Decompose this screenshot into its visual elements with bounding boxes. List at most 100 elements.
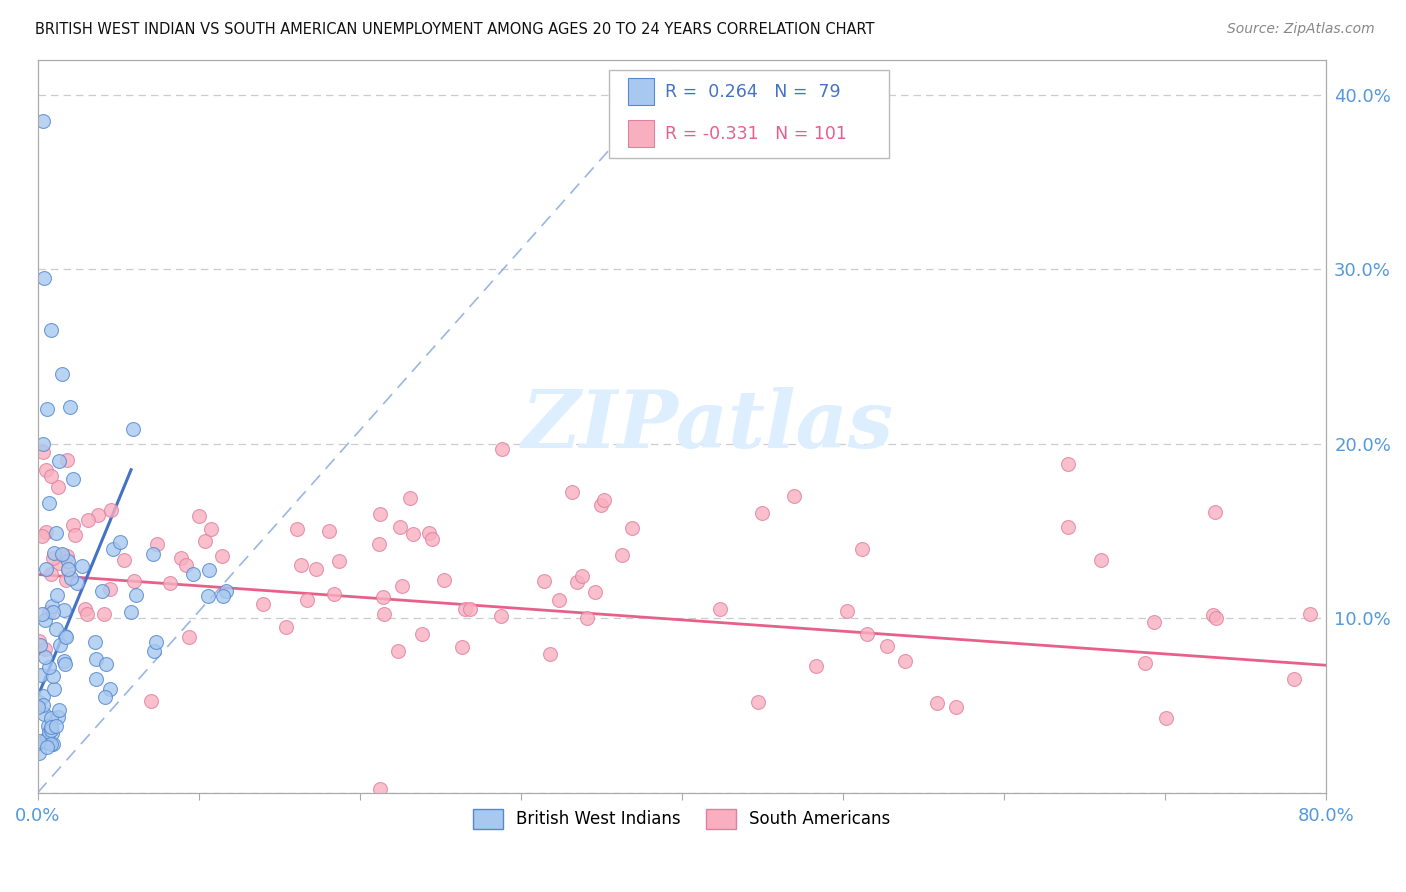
Point: [55, 549, 77, 564]
Point: [56, 453, 79, 467]
Point: [46, 480, 69, 494]
Point: [368, 782, 391, 797]
Point: [53, 629, 76, 643]
Point: [65, 528, 87, 542]
Point: [806, 659, 828, 673]
Point: [84, 652, 107, 666]
Point: [709, 602, 731, 616]
Legend: British West Indians, South Americans: British West Indians, South Americans: [467, 802, 897, 836]
Point: [411, 627, 433, 641]
Point: [170, 551, 193, 566]
Point: [83, 634, 105, 648]
Point: [1056, 457, 1078, 471]
Point: [45, 622, 67, 636]
Point: [39, 723, 62, 737]
Point: [59, 400, 82, 414]
Point: [450, 640, 472, 655]
Point: [143, 644, 166, 658]
Point: [491, 442, 513, 456]
Point: [402, 526, 425, 541]
Point: [76, 607, 98, 622]
Point: [318, 524, 340, 538]
Point: [593, 492, 616, 507]
Point: [1142, 615, 1164, 629]
Point: [927, 697, 949, 711]
Point: [31, 445, 53, 459]
Point: [41, 599, 63, 613]
Point: [56, 562, 79, 576]
Point: [1090, 552, 1112, 566]
Point: [52, 654, 75, 668]
Point: [60, 571, 83, 585]
Point: [433, 574, 456, 588]
Point: [35, 524, 58, 539]
Point: [31, 528, 53, 542]
Point: [122, 421, 145, 435]
Point: [112, 553, 135, 567]
Point: [391, 579, 413, 593]
Point: [188, 508, 211, 523]
Point: [34, 613, 56, 627]
Point: [139, 694, 162, 708]
Point: [58, 563, 80, 577]
Point: [44, 546, 66, 560]
Point: [373, 591, 395, 605]
Point: [197, 589, 219, 603]
Point: [51, 547, 73, 561]
Point: [38, 724, 60, 739]
Point: [856, 626, 879, 640]
Point: [876, 639, 898, 653]
Point: [387, 644, 409, 658]
Point: [751, 507, 773, 521]
Point: [1154, 711, 1177, 725]
Text: BRITISH WEST INDIAN VS SOUTH AMERICAN UNEMPLOYMENT AMONG AGES 20 TO 24 YEARS COR: BRITISH WEST INDIAN VS SOUTH AMERICAN UN…: [35, 22, 875, 37]
Point: [39, 469, 62, 483]
Point: [389, 520, 412, 534]
Point: [37, 719, 59, 733]
Point: [454, 601, 477, 615]
Point: [1204, 505, 1226, 519]
Point: [35, 731, 58, 745]
Point: [55, 631, 77, 645]
Point: [55, 573, 77, 587]
Point: [51, 367, 73, 381]
Point: [75, 602, 97, 616]
Point: [94, 657, 117, 671]
Point: [42, 682, 65, 697]
Point: [373, 607, 395, 622]
Point: [32, 690, 55, 704]
Point: [28, 634, 51, 648]
Point: [533, 574, 555, 588]
Point: [368, 507, 391, 521]
Point: [1057, 519, 1080, 533]
Point: [41, 605, 63, 619]
Point: [32, 270, 55, 285]
Point: [747, 695, 769, 709]
Point: [212, 590, 235, 604]
Point: [159, 576, 181, 591]
Point: [290, 558, 312, 572]
Point: [39, 720, 62, 734]
Point: [84, 672, 107, 686]
Point: [39, 737, 62, 751]
Point: [305, 562, 328, 576]
Point: [211, 549, 233, 564]
Point: [32, 698, 55, 713]
Point: [48, 703, 70, 717]
Point: [101, 541, 124, 556]
Point: [31, 607, 53, 622]
Point: [122, 574, 145, 589]
Point: [45, 719, 67, 733]
Point: [45, 588, 67, 602]
Point: [70, 558, 93, 573]
Point: [34, 641, 56, 656]
Point: [87, 508, 110, 523]
Text: R = -0.331   N = 101: R = -0.331 N = 101: [665, 125, 846, 143]
Point: [1202, 607, 1225, 622]
Point: [1205, 611, 1227, 625]
Point: [418, 526, 440, 541]
Point: [285, 522, 308, 536]
Point: [28, 746, 51, 760]
Point: [91, 584, 114, 599]
Point: [41, 551, 63, 566]
